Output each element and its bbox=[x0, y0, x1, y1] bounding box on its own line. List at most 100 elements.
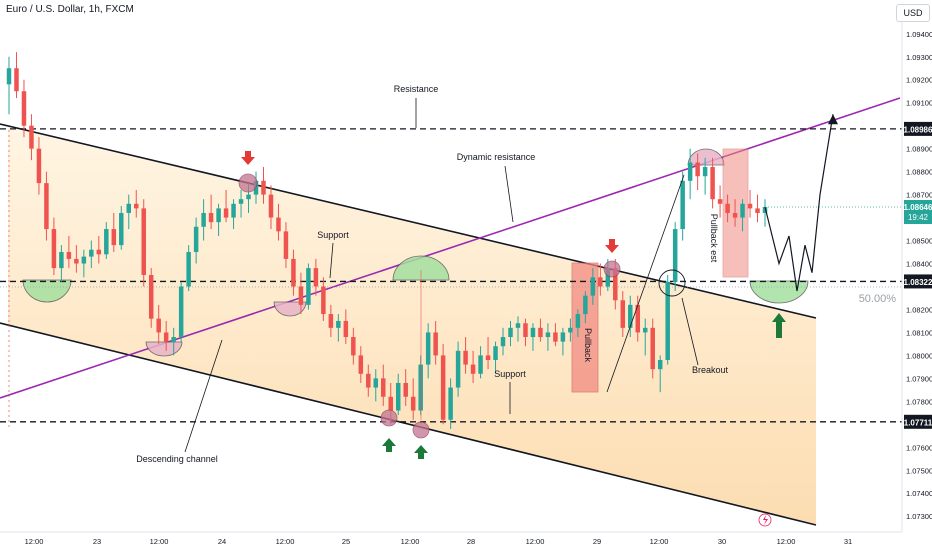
red-down-arrow-2 bbox=[605, 239, 619, 253]
candle bbox=[470, 350, 476, 383]
candle bbox=[156, 304, 161, 344]
x-tick-label: 12:00 bbox=[25, 537, 44, 546]
candle-body bbox=[343, 320, 349, 338]
candle bbox=[373, 369, 379, 402]
candle bbox=[306, 263, 311, 310]
label-descending-channel: Descending channel bbox=[136, 454, 218, 464]
candle-body bbox=[298, 286, 304, 305]
x-tick-label: 29 bbox=[593, 537, 601, 546]
candle bbox=[620, 291, 626, 338]
candle-body bbox=[291, 258, 296, 287]
candle-body bbox=[568, 327, 573, 333]
y-tick-label: 1.08500 bbox=[906, 237, 932, 246]
candle-body bbox=[485, 355, 491, 360]
level-label-bg-0 bbox=[904, 121, 932, 136]
green-up-arrow-3 bbox=[772, 313, 786, 338]
candle-body bbox=[500, 337, 506, 347]
x-tick-label: 12:00 bbox=[777, 537, 796, 546]
candle-body bbox=[119, 212, 124, 246]
candle bbox=[755, 194, 760, 223]
candle-body bbox=[762, 207, 768, 213]
candle-body bbox=[193, 226, 199, 253]
y-tick-label: 1.07500 bbox=[906, 466, 932, 475]
candle bbox=[14, 52, 19, 99]
candle-body bbox=[515, 323, 521, 328]
x-tick-label: 28 bbox=[467, 537, 475, 546]
x-tick-label: 12:00 bbox=[150, 537, 169, 546]
candle-body bbox=[246, 194, 251, 200]
label-breakout: Breakout bbox=[692, 365, 729, 375]
y-tick-label: 1.09300 bbox=[906, 53, 932, 62]
candle bbox=[291, 249, 296, 296]
candle bbox=[81, 249, 87, 278]
candle bbox=[381, 364, 386, 406]
candle-body bbox=[523, 323, 528, 338]
candle-body bbox=[545, 332, 551, 338]
candle bbox=[104, 222, 109, 259]
candle-body bbox=[156, 318, 161, 333]
candle bbox=[598, 263, 603, 296]
candle bbox=[59, 245, 64, 282]
candle bbox=[448, 378, 453, 429]
y-tick-label: 1.08800 bbox=[906, 168, 932, 177]
candle-body bbox=[134, 203, 139, 209]
candle-body bbox=[672, 229, 678, 282]
candle bbox=[336, 314, 341, 342]
currency-badge[interactable]: USD bbox=[896, 4, 930, 22]
candle bbox=[710, 157, 715, 209]
candle-body bbox=[321, 286, 326, 315]
candle-body bbox=[81, 256, 87, 264]
candle-body bbox=[410, 396, 416, 411]
annotations-layer: Resistance Dynamic resistance Support Suppo… bbox=[136, 84, 728, 464]
candle bbox=[298, 272, 304, 315]
candle-body bbox=[710, 167, 715, 200]
candle bbox=[343, 309, 349, 344]
candle-body bbox=[373, 378, 379, 388]
candle-body bbox=[403, 382, 408, 397]
candle bbox=[478, 346, 483, 379]
candle bbox=[530, 323, 536, 351]
candle-body bbox=[702, 167, 708, 177]
y-tick-label: 1.07300 bbox=[906, 512, 932, 521]
candle bbox=[74, 245, 79, 273]
level-label-text-0: 1.08986 bbox=[904, 125, 932, 134]
candle-body bbox=[560, 332, 566, 342]
candle-body bbox=[44, 183, 49, 230]
candle-body bbox=[717, 199, 723, 204]
candle-body bbox=[575, 314, 581, 328]
y-tick-label: 1.09100 bbox=[906, 99, 932, 108]
support-zone-center bbox=[392, 255, 450, 281]
x-tick-label: 12:00 bbox=[650, 537, 669, 546]
candle-body bbox=[463, 350, 468, 365]
symbol-title[interactable]: Euro / U.S. Dollar, 1h, FXCM bbox=[6, 4, 134, 15]
candle bbox=[51, 217, 57, 275]
candle-body bbox=[583, 295, 588, 315]
y-tick-label: 1.08900 bbox=[906, 145, 932, 154]
candle-body bbox=[126, 203, 132, 213]
candle bbox=[313, 258, 319, 296]
x-tick-label: 12:00 bbox=[276, 537, 295, 546]
lightning-icon bbox=[758, 513, 772, 527]
candle-body bbox=[36, 148, 42, 184]
lightning-icon-bolt bbox=[763, 515, 768, 525]
red-down-arrow-1 bbox=[241, 151, 255, 165]
candle-body bbox=[553, 332, 558, 342]
candle-body bbox=[223, 208, 229, 218]
y-tick-label: 1.08700 bbox=[906, 191, 932, 200]
candle bbox=[440, 343, 446, 425]
label-support-2: Support bbox=[494, 369, 526, 379]
candle bbox=[717, 185, 723, 218]
candle-body bbox=[366, 373, 371, 388]
candle bbox=[163, 320, 169, 351]
candle-body bbox=[381, 378, 386, 397]
candle bbox=[201, 199, 206, 241]
candle-body bbox=[642, 327, 648, 333]
y-tick-label: 1.08200 bbox=[906, 305, 932, 314]
candle-body bbox=[470, 364, 476, 374]
candle-body bbox=[455, 350, 461, 388]
candle bbox=[395, 373, 401, 416]
candle-body bbox=[433, 332, 438, 356]
candle bbox=[351, 327, 356, 365]
candle-body bbox=[665, 281, 670, 360]
